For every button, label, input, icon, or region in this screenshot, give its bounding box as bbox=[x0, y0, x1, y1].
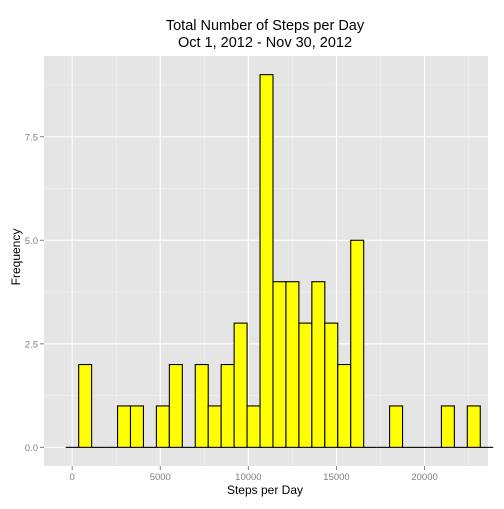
histogram-bar bbox=[207, 405, 222, 448]
histogram-bar bbox=[311, 281, 326, 448]
histogram-bar bbox=[466, 405, 481, 448]
y-tick-label: 0.0 bbox=[25, 443, 38, 454]
histogram-bar bbox=[116, 405, 132, 448]
histogram-bar bbox=[129, 405, 144, 448]
histogram-bar bbox=[440, 405, 455, 448]
histogram-bar bbox=[155, 405, 170, 448]
chart-title-line-2: Oct 1, 2012 - Nov 30, 2012 bbox=[178, 35, 352, 51]
histogram-bar bbox=[220, 363, 235, 448]
x-tick-label: 5000 bbox=[150, 472, 171, 483]
chart-title-line-1: Total Number of Steps per Day bbox=[166, 18, 365, 34]
histogram-bar bbox=[324, 322, 339, 448]
histogram-bar bbox=[272, 281, 287, 448]
histogram-bar bbox=[298, 322, 313, 448]
y-tick-label: 7.5 bbox=[25, 132, 38, 143]
histogram-bar bbox=[194, 363, 209, 448]
histogram-bar bbox=[259, 74, 274, 448]
histogram-bar bbox=[78, 363, 93, 448]
histogram-bars bbox=[65, 74, 494, 448]
y-axis-label: Frequency bbox=[9, 229, 23, 286]
x-tick-label: 20000 bbox=[411, 472, 437, 483]
x-tick-label: 15000 bbox=[323, 472, 349, 483]
y-tick-label: 5.0 bbox=[25, 236, 38, 247]
x-axis-label: Steps per Day bbox=[227, 483, 303, 497]
y-tick-label: 2.5 bbox=[25, 339, 38, 350]
x-tick-label: 0 bbox=[70, 472, 75, 483]
histogram-bar bbox=[285, 281, 300, 448]
histogram-bar bbox=[233, 322, 248, 448]
histogram-bar bbox=[350, 239, 365, 448]
x-tick-label: 10000 bbox=[235, 472, 261, 483]
y-axis-ticks: 0.0 2.5 5.0 7.5 bbox=[25, 132, 44, 454]
histogram-bar bbox=[246, 405, 261, 448]
histogram-bar bbox=[168, 363, 183, 448]
x-axis-ticks: 0 5000 10000 15000 20000 bbox=[70, 466, 438, 483]
histogram-bar bbox=[337, 363, 352, 448]
histogram-bar bbox=[389, 405, 404, 448]
